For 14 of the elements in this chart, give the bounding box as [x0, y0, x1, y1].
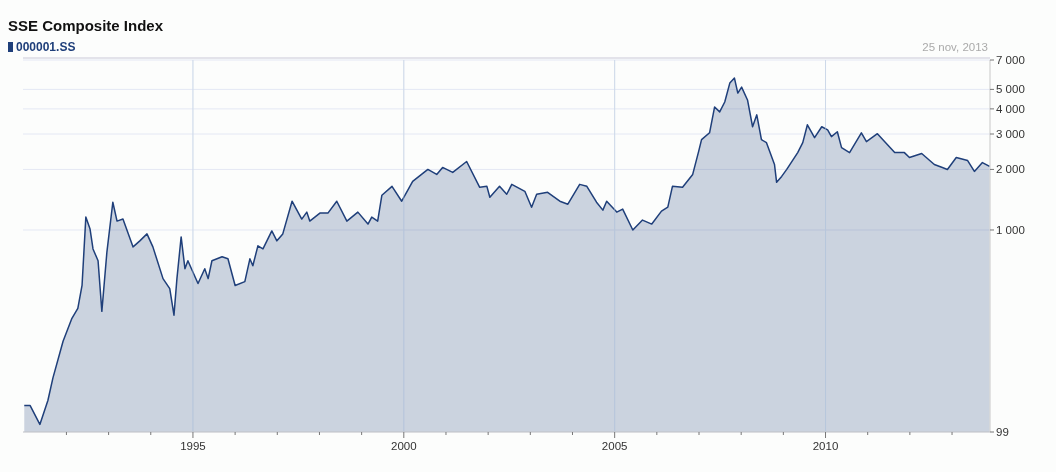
- y-tick-label: 2 000: [996, 163, 1025, 176]
- text: 25 nov, 2013: [922, 41, 988, 53]
- x-tick-label: 2005: [601, 440, 628, 452]
- legend-label: 000001.SS: [16, 40, 76, 54]
- y-tick-label: 4 000: [996, 102, 1025, 115]
- y-tick-label: 5 000: [996, 83, 1025, 96]
- x-tick-label: 2010: [812, 440, 839, 452]
- x-tick-label: 1995: [180, 440, 206, 452]
- y-tick-label: 99: [996, 426, 1009, 438]
- y-tick-label: 7 000: [996, 54, 1025, 66]
- x-tick-label: 2000: [391, 440, 417, 452]
- y-tick-label: 3 000: [996, 128, 1025, 141]
- chart-title: SSE Composite Index: [8, 17, 164, 34]
- y-tick-label: 1 000: [996, 223, 1025, 236]
